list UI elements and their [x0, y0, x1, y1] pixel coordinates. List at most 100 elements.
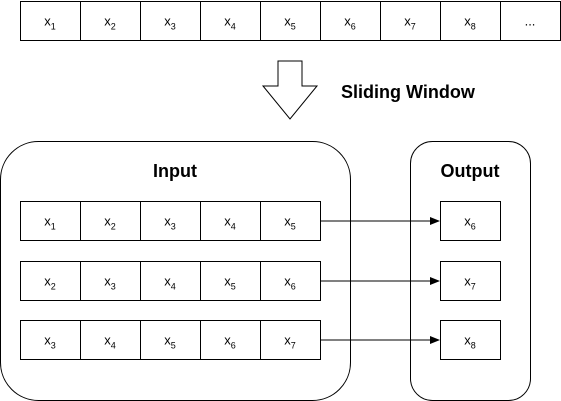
- sequence-cell-base: x: [164, 14, 171, 29]
- sequence-cell: x1: [20, 1, 81, 41]
- input-cell-label: x5: [284, 214, 296, 232]
- output-cell-label: x7: [464, 274, 476, 292]
- sequence-cell-label: x3: [164, 14, 176, 32]
- output-cell-base: x: [464, 274, 471, 289]
- sequence-cell-box: [20, 1, 81, 41]
- input-cell: x2: [20, 261, 81, 301]
- input-cell-base: x: [44, 333, 51, 348]
- input-cell-subscript: 3: [51, 341, 56, 351]
- input-cell-base: x: [284, 214, 291, 229]
- output-cell-box: [440, 320, 501, 360]
- output-cell-box: [440, 201, 501, 241]
- input-cell-box: [140, 201, 201, 241]
- input-cell-label: x2: [44, 274, 56, 292]
- input-cell-box: [140, 320, 201, 360]
- sequence-cell-label: x2: [104, 14, 116, 32]
- input-cell-base: x: [164, 214, 171, 229]
- input-cell-label: x3: [104, 274, 116, 292]
- input-cell-base: x: [164, 274, 171, 289]
- input-cell-base: x: [224, 214, 231, 229]
- sequence-cell-label: ...: [525, 14, 536, 29]
- input-cell: x5: [260, 201, 321, 241]
- output-cell-label: x6: [464, 214, 476, 232]
- sequence-cell-base: x: [284, 14, 291, 29]
- sequence-cell: x4: [200, 1, 261, 41]
- sequence-cell-label: x6: [344, 14, 356, 32]
- sequence-cell: x8: [440, 1, 501, 41]
- sequence-cell-subscript: 5: [291, 22, 296, 32]
- output-cell-base: x: [464, 333, 471, 348]
- input-cell-subscript: 4: [231, 222, 236, 232]
- input-cell-label: x5: [224, 274, 236, 292]
- sequence-cell-subscript: 7: [411, 22, 416, 32]
- sequence-cell-subscript: 2: [111, 22, 116, 32]
- input-cell: x5: [200, 261, 261, 301]
- input-cell-subscript: 5: [171, 341, 176, 351]
- sequence-cell-subscript: 1: [51, 22, 56, 32]
- sequence-cell: x2: [80, 1, 141, 41]
- sequence-cell: x5: [260, 1, 321, 41]
- input-cell-subscript: 6: [291, 282, 296, 292]
- input-cell-box: [80, 201, 141, 241]
- output-cell-subscript: 7: [471, 282, 476, 292]
- input-cell-subscript: 1: [51, 222, 56, 232]
- input-cell-label: x7: [284, 333, 296, 351]
- input-cell: x4: [200, 201, 261, 241]
- input-cell: x5: [140, 320, 201, 360]
- sequence-cell: x6: [320, 1, 381, 41]
- output-cell-subscript: 8: [471, 341, 476, 351]
- input-row: x2 x3 x4 x5 x6: [20, 261, 321, 301]
- input-cell-subscript: 2: [51, 282, 56, 292]
- input-cell-box: [200, 261, 261, 301]
- input-cell-base: x: [164, 333, 171, 348]
- output-cell-box: [440, 261, 501, 301]
- output-cell: x6: [440, 201, 501, 241]
- window-arrows: [320, 217, 440, 344]
- sequence-cell-box: [80, 1, 141, 41]
- input-cell-base: x: [224, 333, 231, 348]
- sequence-cell-label: x1: [44, 14, 56, 32]
- input-cell-label: x4: [104, 333, 116, 351]
- sequence-cell-base: x: [224, 14, 231, 29]
- input-cell: x4: [80, 320, 141, 360]
- input-cell-subscript: 5: [291, 222, 296, 232]
- input-cell-base: x: [104, 274, 111, 289]
- input-cell: x6: [200, 320, 261, 360]
- input-cell-subscript: 3: [111, 282, 116, 292]
- sequence-cell-label: x7: [404, 14, 416, 32]
- input-cell-subscript: 4: [171, 282, 176, 292]
- sequence-cell-label: x4: [224, 14, 236, 32]
- input-cell-label: x4: [224, 214, 236, 232]
- output-cell: x7: [440, 261, 501, 301]
- sequence-cell: ...: [500, 1, 561, 41]
- input-cell-label: x1: [44, 214, 56, 232]
- down-arrow-icon: [261, 60, 319, 120]
- input-cell-label: x6: [284, 274, 296, 292]
- input-cell: x1: [20, 201, 81, 241]
- input-cell-subscript: 4: [111, 341, 116, 351]
- input-cell: x6: [260, 261, 321, 301]
- input-cell-box: [20, 261, 81, 301]
- input-cell-label: x3: [164, 214, 176, 232]
- input-cell-label: x2: [104, 214, 116, 232]
- input-cell-label: x5: [164, 333, 176, 351]
- input-cell-subscript: 5: [231, 282, 236, 292]
- input-title: Input: [153, 161, 197, 181]
- input-cell-base: x: [104, 333, 111, 348]
- input-cell-box: [20, 201, 81, 241]
- sequence-cell-box: [440, 1, 501, 41]
- sequence-cell-base: x: [44, 14, 51, 29]
- sequence-cell-box: [500, 1, 561, 41]
- input-cell-subscript: 6: [231, 341, 236, 351]
- sequence-cell-base: x: [464, 14, 471, 29]
- input-cell-subscript: 3: [171, 222, 176, 232]
- input-row: x1 x2 x3 x4 x5: [20, 201, 321, 241]
- sequence-cell-label: x5: [284, 14, 296, 32]
- input-cell-box: [260, 261, 321, 301]
- input-cell-label: x6: [224, 333, 236, 351]
- input-cell: x7: [260, 320, 321, 360]
- sequence-cell-box: [260, 1, 321, 41]
- input-cell: x3: [80, 261, 141, 301]
